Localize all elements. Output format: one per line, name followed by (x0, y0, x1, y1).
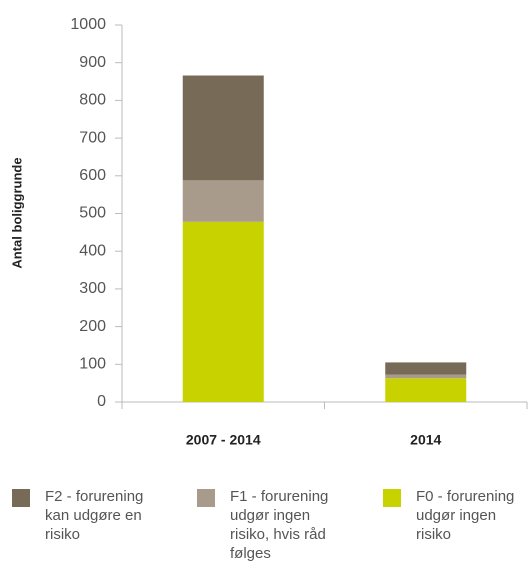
x-tick-label: 2007 - 2014 (186, 432, 261, 448)
y-tick-label: 0 (97, 393, 106, 410)
y-tick-label: 200 (79, 318, 106, 335)
legend-swatch (12, 489, 30, 507)
y-axis-label: Antal boliggrunde (9, 157, 24, 268)
legend-label: F1 - forurening udgør ingen risiko, hvis… (230, 488, 329, 562)
chart: Antal boliggrunde 0 100 200 300 400 500 600 700… (9, 16, 528, 448)
y-tick-label: 700 (79, 129, 106, 146)
y-tick-label: 400 (79, 242, 106, 259)
y-tick-label: 800 (79, 92, 106, 109)
legend-swatch (197, 489, 215, 507)
legend-swatch (383, 489, 401, 507)
legend-label: F0 - forurening udgør ingen risiko (416, 488, 515, 543)
bar-segment (182, 221, 264, 402)
y-tick-label: 600 (79, 167, 106, 184)
bar-segment (385, 378, 467, 402)
bar-segment (182, 180, 264, 222)
y-tick-label: 100 (79, 356, 106, 373)
y-tick-label: 1000 (70, 16, 106, 33)
legend-label: F2 - forurening kan udgøre en risiko (45, 488, 144, 543)
x-tick-label: 2014 (410, 432, 441, 448)
y-tick-label: 300 (79, 280, 106, 297)
y-tick-label: 500 (79, 205, 106, 222)
bar-segment (385, 362, 467, 375)
bar-segment (385, 374, 467, 379)
bar-segment (182, 75, 264, 181)
y-tick-label: 900 (79, 54, 106, 71)
